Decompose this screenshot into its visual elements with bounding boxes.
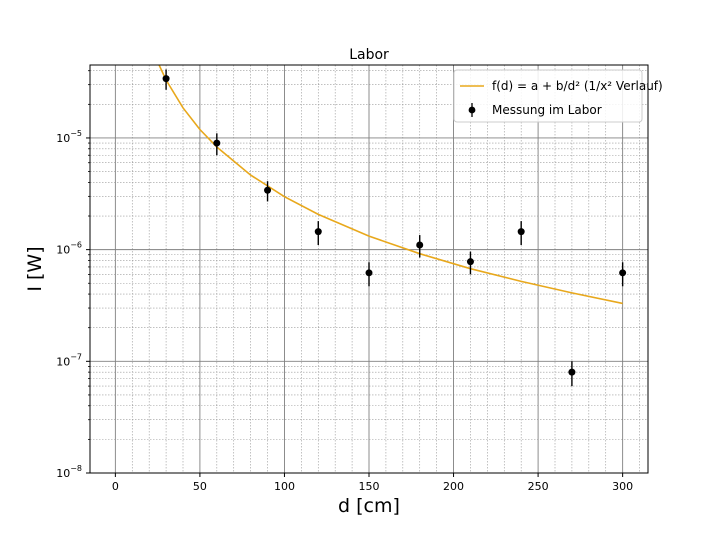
data-point <box>314 228 322 236</box>
data-point <box>365 269 373 277</box>
axis-ticks: 0 50 100 150 200 250 300 10−8 10−7 10−6 10−5 <box>56 70 633 493</box>
data-point <box>162 75 170 83</box>
y-axis-label: I [W] <box>24 246 46 291</box>
data-point <box>517 228 525 236</box>
chart-title: Labor <box>349 47 389 63</box>
x-tick-label: 100 <box>274 480 295 493</box>
x-tick-label: 50 <box>193 480 207 493</box>
data-point <box>416 241 424 249</box>
legend-marker-swatch <box>468 106 476 114</box>
x-tick-label: 250 <box>528 480 549 493</box>
y-tick-label: 10−5 <box>56 129 82 145</box>
y-tick-label: 10−8 <box>56 464 82 480</box>
plot-area <box>158 65 627 387</box>
x-tick-label: 300 <box>612 480 633 493</box>
x-tick-label: 0 <box>112 480 119 493</box>
data-point <box>619 269 627 277</box>
x-axis-label: d [cm] <box>338 495 400 517</box>
legend-box <box>453 69 643 123</box>
data-point <box>264 186 272 194</box>
x-tick-label: 150 <box>359 480 380 493</box>
fit-curve <box>158 65 623 305</box>
data-point <box>213 139 221 147</box>
legend: f(d) = a + b/d² (1/x² Verlauf) Messung i… <box>453 69 663 123</box>
legend-measurement-label: Messung im Labor <box>492 103 602 117</box>
data-point <box>466 258 474 266</box>
data-point <box>568 368 576 376</box>
y-tick-label: 10−6 <box>56 241 82 257</box>
legend-fit-label: f(d) = a + b/d² (1/x² Verlauf) <box>492 79 663 93</box>
x-tick-label: 200 <box>443 480 464 493</box>
y-tick-label: 10−7 <box>56 352 82 368</box>
